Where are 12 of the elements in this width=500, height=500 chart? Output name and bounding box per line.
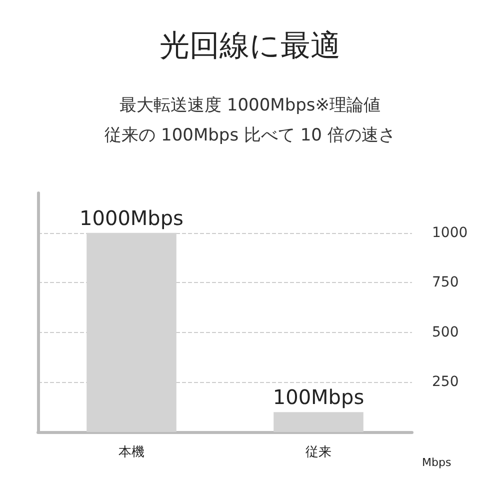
chart-title: 光回線に最適 xyxy=(160,28,340,64)
x-tick-label: 従来 xyxy=(306,445,332,460)
x-tick-label: 本機 xyxy=(118,445,144,460)
y-tick-label: 250 xyxy=(432,374,459,390)
data-label: 1000Mbps xyxy=(80,206,184,230)
data-label: 100Mbps xyxy=(272,385,364,410)
y-tick-label: 1000 xyxy=(432,224,468,241)
y-axis-title: Mbps xyxy=(422,456,452,469)
y-tick-label: 500 xyxy=(432,324,459,340)
chart-subtitle: 最大転送速度 1000Mbps※理論値 xyxy=(119,96,381,116)
text: 従来の 100Mbps 比べて 10 倍の速さ xyxy=(104,126,396,146)
y-tick-label: 750 xyxy=(432,274,459,291)
